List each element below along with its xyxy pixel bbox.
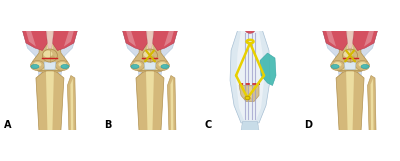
Polygon shape: [146, 31, 154, 50]
Polygon shape: [32, 31, 67, 71]
Polygon shape: [146, 71, 154, 130]
Ellipse shape: [34, 62, 42, 67]
Ellipse shape: [48, 65, 52, 69]
Polygon shape: [170, 79, 174, 130]
Ellipse shape: [134, 62, 142, 67]
Ellipse shape: [142, 49, 158, 62]
Polygon shape: [132, 31, 168, 71]
Polygon shape: [323, 31, 348, 51]
Ellipse shape: [354, 67, 360, 70]
Polygon shape: [36, 71, 64, 130]
Polygon shape: [323, 31, 378, 100]
Ellipse shape: [50, 56, 55, 60]
Ellipse shape: [40, 67, 46, 70]
Polygon shape: [370, 79, 374, 130]
Polygon shape: [64, 31, 74, 47]
Polygon shape: [336, 71, 364, 130]
Polygon shape: [168, 76, 176, 130]
Ellipse shape: [37, 67, 48, 72]
Polygon shape: [346, 31, 354, 50]
Polygon shape: [26, 31, 36, 47]
Ellipse shape: [348, 65, 352, 69]
Ellipse shape: [356, 61, 370, 71]
Text: A: A: [4, 120, 12, 130]
Ellipse shape: [140, 67, 146, 70]
Polygon shape: [333, 31, 368, 71]
Ellipse shape: [150, 56, 155, 60]
Polygon shape: [248, 86, 252, 98]
Ellipse shape: [44, 51, 52, 57]
Ellipse shape: [337, 67, 348, 72]
Ellipse shape: [245, 26, 255, 33]
Polygon shape: [44, 62, 56, 70]
Ellipse shape: [358, 62, 366, 67]
Polygon shape: [368, 76, 376, 130]
Polygon shape: [144, 62, 156, 70]
Polygon shape: [345, 31, 355, 63]
Ellipse shape: [54, 67, 60, 70]
Polygon shape: [45, 31, 55, 63]
Ellipse shape: [137, 67, 148, 72]
Polygon shape: [46, 31, 54, 50]
Ellipse shape: [131, 65, 139, 69]
Polygon shape: [126, 31, 136, 47]
Polygon shape: [346, 71, 354, 130]
Ellipse shape: [245, 96, 250, 100]
Ellipse shape: [56, 61, 69, 71]
Polygon shape: [344, 62, 356, 70]
Polygon shape: [122, 31, 178, 100]
Text: B: B: [104, 120, 112, 130]
Polygon shape: [239, 85, 259, 101]
Polygon shape: [164, 31, 174, 47]
Ellipse shape: [161, 65, 169, 69]
Polygon shape: [260, 53, 276, 85]
Ellipse shape: [158, 62, 166, 67]
Ellipse shape: [61, 65, 69, 69]
Ellipse shape: [361, 65, 369, 69]
Ellipse shape: [154, 67, 160, 70]
Polygon shape: [22, 31, 77, 100]
Ellipse shape: [331, 61, 344, 71]
Polygon shape: [22, 31, 48, 51]
Ellipse shape: [144, 51, 152, 57]
Polygon shape: [352, 31, 378, 51]
Polygon shape: [326, 31, 336, 47]
Ellipse shape: [334, 62, 342, 67]
Ellipse shape: [152, 67, 163, 72]
Ellipse shape: [350, 56, 355, 60]
Ellipse shape: [52, 67, 63, 72]
Polygon shape: [145, 31, 155, 63]
Text: D: D: [304, 120, 312, 130]
Ellipse shape: [352, 67, 363, 72]
Polygon shape: [122, 31, 148, 51]
Polygon shape: [46, 71, 54, 130]
Polygon shape: [241, 121, 259, 130]
Ellipse shape: [331, 65, 339, 69]
Polygon shape: [136, 71, 164, 130]
Ellipse shape: [58, 62, 66, 67]
Ellipse shape: [31, 65, 39, 69]
Ellipse shape: [130, 61, 144, 71]
Polygon shape: [364, 31, 374, 47]
Polygon shape: [67, 76, 76, 130]
Ellipse shape: [42, 49, 58, 62]
Text: C: C: [204, 120, 211, 130]
Polygon shape: [70, 79, 73, 130]
Ellipse shape: [30, 61, 44, 71]
Ellipse shape: [342, 49, 358, 62]
Polygon shape: [230, 31, 270, 123]
Ellipse shape: [340, 67, 346, 70]
Polygon shape: [52, 31, 77, 51]
Ellipse shape: [344, 51, 352, 57]
Polygon shape: [152, 31, 178, 51]
Ellipse shape: [156, 61, 170, 71]
Polygon shape: [236, 31, 264, 120]
Ellipse shape: [148, 65, 152, 69]
